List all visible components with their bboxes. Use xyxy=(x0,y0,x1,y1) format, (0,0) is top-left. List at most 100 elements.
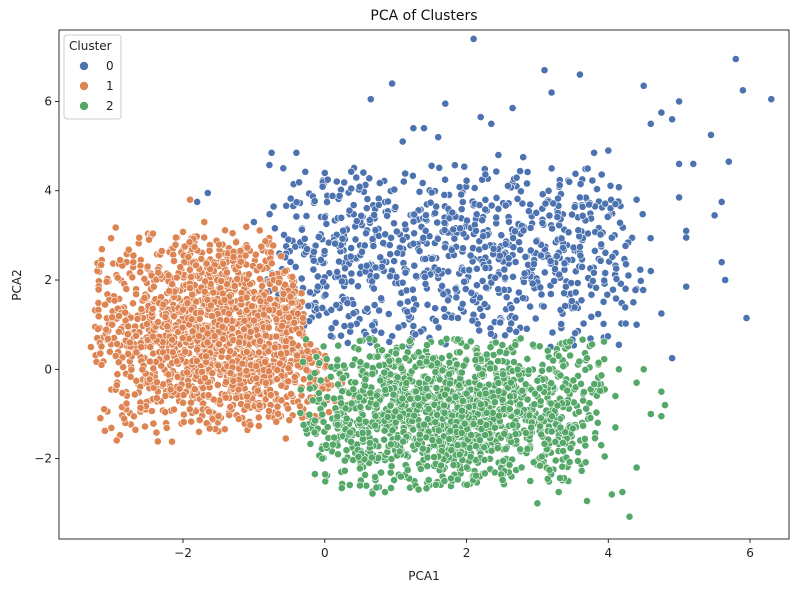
data-point xyxy=(220,425,229,434)
data-point xyxy=(560,259,569,268)
data-point xyxy=(522,429,530,437)
data-point xyxy=(516,334,525,343)
data-point xyxy=(228,324,237,333)
data-point xyxy=(612,294,620,303)
data-point xyxy=(431,209,439,217)
data-point xyxy=(201,277,209,286)
data-point xyxy=(365,334,374,343)
data-point xyxy=(145,357,154,366)
data-point xyxy=(153,437,162,446)
data-point xyxy=(597,441,606,450)
data-point xyxy=(566,337,574,346)
data-point xyxy=(254,421,263,430)
data-point xyxy=(267,148,276,157)
data-point xyxy=(383,211,391,220)
data-point xyxy=(333,267,341,276)
data-point xyxy=(559,362,568,371)
data-point xyxy=(347,437,355,446)
data-point xyxy=(384,197,392,206)
data-point xyxy=(547,379,555,388)
data-point xyxy=(332,177,341,186)
data-point xyxy=(636,276,645,285)
data-point xyxy=(318,410,327,419)
data-point xyxy=(133,314,142,323)
data-point xyxy=(277,396,286,405)
data-point xyxy=(393,249,402,257)
data-point xyxy=(356,402,365,411)
legend-label: 1 xyxy=(106,79,114,93)
data-point xyxy=(480,455,489,464)
data-point xyxy=(545,365,554,374)
data-point xyxy=(555,270,564,279)
data-point xyxy=(590,268,598,277)
data-point xyxy=(358,428,367,437)
data-point xyxy=(469,35,478,43)
data-point xyxy=(178,334,187,342)
data-point xyxy=(287,390,295,398)
data-point xyxy=(475,436,484,444)
data-point xyxy=(206,301,215,310)
data-point xyxy=(391,407,400,416)
data-point xyxy=(445,351,454,360)
legend-title: Cluster xyxy=(69,39,112,53)
data-point xyxy=(264,323,273,332)
data-point xyxy=(458,198,467,206)
data-point xyxy=(536,283,545,292)
data-point xyxy=(362,229,370,238)
data-point xyxy=(492,193,501,202)
data-point xyxy=(600,276,609,285)
data-point xyxy=(381,230,390,239)
data-point xyxy=(386,468,395,477)
data-point xyxy=(145,235,153,244)
data-point xyxy=(529,458,538,467)
data-point xyxy=(582,404,591,413)
data-point xyxy=(528,279,537,288)
data-point xyxy=(236,246,245,255)
data-point xyxy=(569,243,578,252)
data-point xyxy=(432,202,441,211)
data-point xyxy=(347,184,356,193)
data-point xyxy=(274,409,282,418)
data-point xyxy=(183,368,192,377)
data-point xyxy=(580,388,588,396)
data-point xyxy=(414,485,423,494)
data-point xyxy=(621,319,630,328)
data-point xyxy=(140,274,149,283)
data-point xyxy=(291,242,300,251)
data-point xyxy=(258,281,266,290)
data-point xyxy=(414,401,423,410)
data-point xyxy=(505,325,514,334)
data-point xyxy=(166,385,175,394)
data-point xyxy=(646,267,655,275)
data-point xyxy=(573,279,582,287)
data-point xyxy=(440,218,449,227)
data-point xyxy=(253,386,262,395)
data-point xyxy=(203,189,212,197)
data-point xyxy=(129,258,138,267)
data-point xyxy=(123,330,132,339)
data-point xyxy=(366,95,375,104)
data-point xyxy=(632,463,641,472)
data-point xyxy=(97,342,106,351)
data-point xyxy=(152,428,161,437)
data-point xyxy=(273,366,282,374)
data-point xyxy=(710,211,719,220)
data-point xyxy=(578,262,586,271)
data-point xyxy=(420,273,429,281)
data-point xyxy=(513,365,522,374)
data-point xyxy=(505,405,514,413)
data-point xyxy=(320,168,329,177)
data-point xyxy=(423,462,432,471)
data-point xyxy=(513,407,521,416)
data-point xyxy=(555,181,564,189)
data-point xyxy=(173,372,182,381)
data-point xyxy=(362,204,371,213)
data-point xyxy=(421,226,430,235)
data-point xyxy=(343,338,352,347)
data-point xyxy=(286,292,295,301)
data-point xyxy=(102,277,111,286)
data-point xyxy=(551,437,560,446)
data-point xyxy=(126,372,135,381)
data-point xyxy=(355,182,364,191)
data-point xyxy=(371,226,380,234)
